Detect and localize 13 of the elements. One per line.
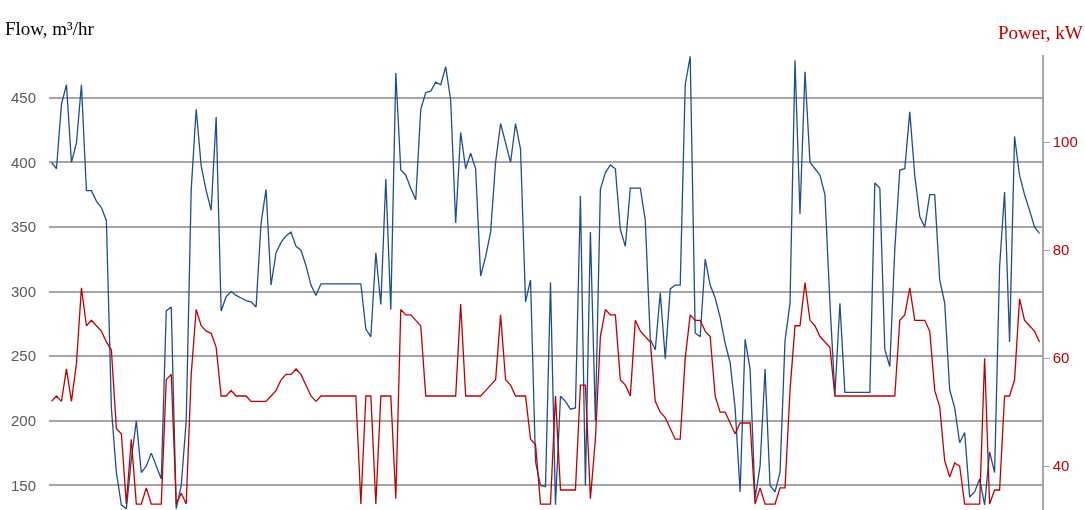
y-tick-label: 450 <box>10 88 36 106</box>
y-axis-title: Flow, m³/hr <box>5 18 95 39</box>
y2-tick-label: 80 <box>1052 241 1070 259</box>
y2-tick-label: 40 <box>1052 457 1070 475</box>
y-tick-label: 200 <box>10 412 36 430</box>
y-tick-label: 150 <box>10 476 36 494</box>
y-tick-label: 250 <box>10 347 36 365</box>
y-tick-label: 350 <box>10 218 36 236</box>
y-tick-label: 400 <box>10 153 36 171</box>
y2-tick-label: 60 <box>1052 349 1070 367</box>
y-tick-label: 300 <box>10 282 36 300</box>
y2-tick-label: 100 <box>1052 133 1078 151</box>
y2-axis-title: Power, kW <box>998 22 1083 43</box>
